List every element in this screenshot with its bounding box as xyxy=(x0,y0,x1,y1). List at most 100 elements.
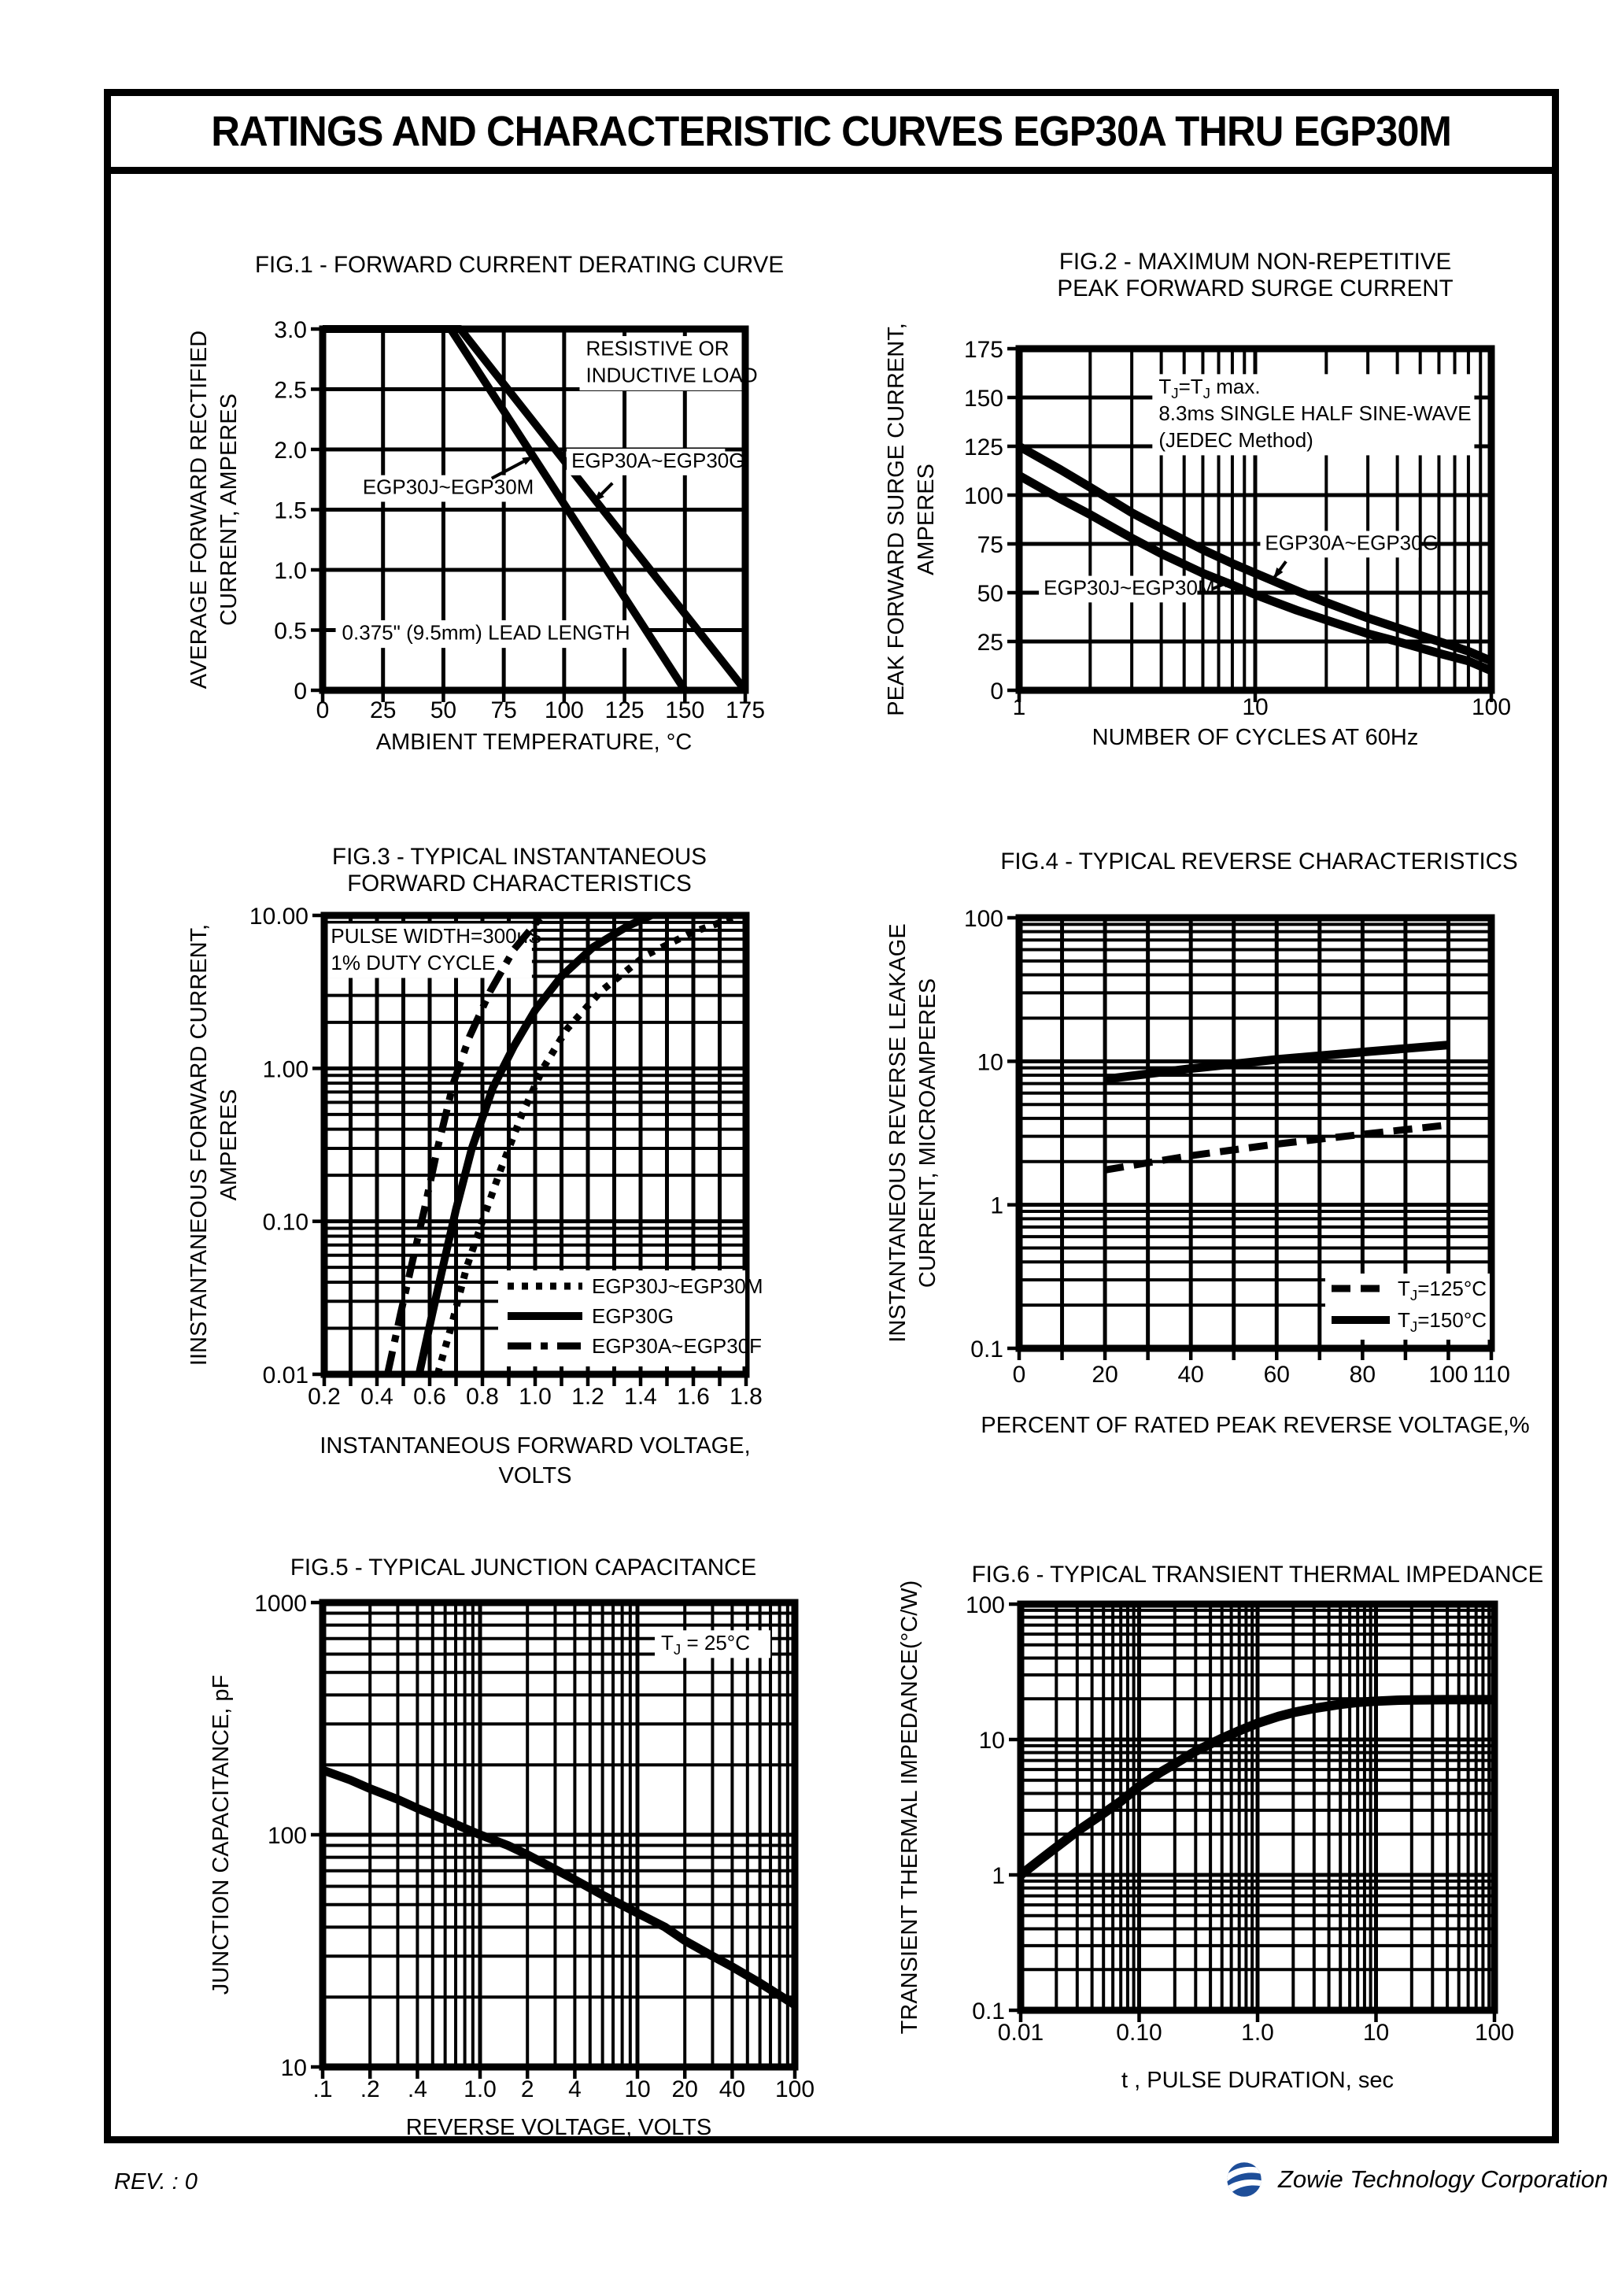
svg-text:AMPERES: AMPERES xyxy=(216,1089,242,1201)
svg-text:.2: .2 xyxy=(360,2076,380,2102)
svg-text:110: 110 xyxy=(1472,1362,1510,1388)
svg-text:TJ=TJ max.: TJ=TJ max. xyxy=(1158,375,1260,401)
fig3-tick-labels: 0.2 0.4 0.6 0.8 1.0 1.2 1.4 1.6 1.8 0.01 0.10 1.00 1… xyxy=(249,904,763,1410)
revision-label: REV. : 0 xyxy=(114,2169,198,2194)
svg-text:0.10: 0.10 xyxy=(1116,2020,1162,2046)
fig4-legend: TJ=125°C TJ=150°C xyxy=(1325,1274,1490,1340)
svg-text:0: 0 xyxy=(316,697,330,723)
svg-text:FIG.1 - FORWARD CURRENT DERATI: FIG.1 - FORWARD CURRENT DERATING CURVE xyxy=(255,252,784,278)
svg-text:0.01: 0.01 xyxy=(998,2020,1044,2046)
svg-text:EGP30J~EGP30M: EGP30J~EGP30M xyxy=(1044,575,1215,599)
fig4-chart: 0 20 40 60 80 100 1100.1110100TJ=125°CTJ=150°C… xyxy=(885,849,1530,1438)
svg-text:40: 40 xyxy=(719,2076,745,2102)
fig6-y-axis-label: TRANSIENT THERMAL IMPEDANCE(°C/W) xyxy=(897,1581,922,2035)
svg-text:INSTANTANEOUS FORWARD VOLTAGE,: INSTANTANEOUS FORWARD VOLTAGE, xyxy=(320,1433,750,1459)
svg-text:0.1: 0.1 xyxy=(970,1337,1003,1362)
svg-text:CURRENT, MICROAMPERES: CURRENT, MICROAMPERES xyxy=(915,978,940,1288)
svg-text:10: 10 xyxy=(281,2055,307,2081)
fig2-annotations: TJ=TJ max.8.3ms SINGLE HALF SINE-WAVE (JE… xyxy=(1152,374,1475,456)
fig4-title: FIG.4 - TYPICAL REVERSE CHARACTERISTICS xyxy=(1000,849,1517,874)
svg-text:1: 1 xyxy=(990,1193,1003,1219)
svg-text:3.0: 3.0 xyxy=(274,317,307,343)
svg-text:INSTANTANEOUS REVERSE LEAKAGE: INSTANTANEOUS REVERSE LEAKAGE xyxy=(885,923,911,1342)
fig5-tick-labels: .1 .2 .4 1.0 2 4 10 20 40 100 10 100 1000 xyxy=(254,1591,815,2102)
svg-text:1000: 1000 xyxy=(254,1591,307,1617)
svg-text:75: 75 xyxy=(977,532,1003,558)
fig6-series-zth xyxy=(1018,1695,1494,1879)
svg-text:150: 150 xyxy=(665,697,704,723)
fig1-chart: RESISTIVE OR INDUCTIVE LOAD 0.375" (9.5mm)… xyxy=(187,252,784,755)
fig1-ticks xyxy=(311,327,748,702)
fig4-plot-border xyxy=(1015,914,1495,1352)
fig5-annotations: TJ = 25°C xyxy=(655,1630,771,1658)
svg-text:10: 10 xyxy=(624,2076,650,2102)
svg-text:10: 10 xyxy=(1242,694,1268,720)
fig5-grid xyxy=(320,1600,797,2069)
svg-text:100: 100 xyxy=(964,906,1003,932)
fig1-y-axis-label: AVERAGE FORWARD RECTIFIED CURRENT, AMPERE… xyxy=(187,331,242,689)
svg-text:1% DUTY CYCLE: 1% DUTY CYCLE xyxy=(331,951,495,974)
svg-text:1.0: 1.0 xyxy=(519,1384,552,1410)
svg-text:0.8: 0.8 xyxy=(466,1384,499,1410)
fig5-y-axis-label: JUNCTION CAPACITANCE, pF xyxy=(209,1675,234,1995)
fig2-series-egp30a-egp30g xyxy=(1017,442,1494,665)
fig5-chart: TJ = 25°C .1 .2 .4 1.0 2 4 10 20 40 100 10 100 1000 FI… xyxy=(209,1555,815,2140)
svg-text:REVERSE VOLTAGE, VOLTS: REVERSE VOLTAGE, VOLTS xyxy=(406,2115,711,2140)
svg-text:TJ=125°C: TJ=125°C xyxy=(1398,1277,1487,1303)
svg-text:IINSTANTANEOUS FORWARD CURRENT: IINSTANTANEOUS FORWARD CURRENT, xyxy=(187,924,212,1366)
fig4-y-axis-label: INSTANTANEOUS REVERSE LEAKAGE CURRENT, MI… xyxy=(885,923,940,1342)
fig5-series-cj xyxy=(321,1765,797,2009)
svg-text:0.01: 0.01 xyxy=(263,1362,308,1388)
svg-text:0.4: 0.4 xyxy=(360,1384,393,1410)
svg-text:0.1: 0.1 xyxy=(972,1998,1005,2024)
svg-text:4: 4 xyxy=(568,2076,582,2102)
fig4-ticks xyxy=(1007,915,1494,1360)
fig2-y-axis-label: PEAK FORWARD SURGE CURRENT, AMPERES xyxy=(884,323,939,716)
svg-text:50: 50 xyxy=(430,697,456,723)
svg-text:EGP30J~EGP30M: EGP30J~EGP30M xyxy=(592,1274,763,1298)
svg-text:PERCENT OF RATED PEAK REVERSE: PERCENT OF RATED PEAK REVERSE VOLTAGE,% xyxy=(981,1413,1529,1438)
fig4-x-axis-label: PERCENT OF RATED PEAK REVERSE VOLTAGE,% xyxy=(981,1413,1529,1438)
svg-text:TJ = 25°C: TJ = 25°C xyxy=(661,1631,750,1658)
svg-text:25: 25 xyxy=(977,630,1003,656)
svg-text:t , PULSE DURATION, sec: t , PULSE DURATION, sec xyxy=(1121,2068,1394,2093)
svg-text:100: 100 xyxy=(964,483,1003,509)
fig5-title: FIG.5 - TYPICAL JUNCTION CAPACITANCE xyxy=(290,1555,756,1581)
svg-text:JUNCTION CAPACITANCE, pF: JUNCTION CAPACITANCE, pF xyxy=(209,1675,234,1995)
fig2-ticks xyxy=(1007,346,1494,702)
fig1-x-axis-label: AMBIENT TEMPERATURE, °C xyxy=(376,730,693,755)
svg-text:10.00: 10.00 xyxy=(249,904,308,930)
svg-text:NUMBER OF CYCLES AT 60Hz: NUMBER OF CYCLES AT 60Hz xyxy=(1092,725,1419,750)
fig3-series-egp30j-egp30m xyxy=(434,911,742,1376)
svg-text:CURRENT, AMPERES: CURRENT, AMPERES xyxy=(216,394,242,626)
fig6-x-axis-label: t , PULSE DURATION, sec xyxy=(1121,2068,1394,2093)
svg-text:40: 40 xyxy=(1177,1362,1203,1388)
svg-text:2.0: 2.0 xyxy=(274,438,307,464)
svg-text:1.5: 1.5 xyxy=(274,498,307,524)
fig3-series-egp30a-egp30f xyxy=(384,912,546,1375)
company-brand: Zowie Technology Corporation xyxy=(1221,2157,1608,2202)
svg-text:INDUCTIVE LOAD: INDUCTIVE LOAD xyxy=(586,364,757,387)
svg-text:100: 100 xyxy=(1475,2020,1514,2046)
fig6-title: FIG.6 - TYPICAL TRANSIENT THERMAL IMPEDA… xyxy=(972,1562,1544,1588)
svg-text:.1: .1 xyxy=(312,2076,332,2102)
svg-text:0: 0 xyxy=(294,678,307,704)
svg-text:.4: .4 xyxy=(408,2076,427,2102)
svg-text:1.6: 1.6 xyxy=(677,1384,710,1410)
svg-text:50: 50 xyxy=(977,581,1003,607)
svg-text:1.00: 1.00 xyxy=(263,1056,308,1082)
svg-text:1.8: 1.8 xyxy=(730,1384,763,1410)
fig1-title: FIG.1 - FORWARD CURRENT DERATING CURVE xyxy=(255,252,784,278)
svg-text:FIG.4 - TYPICAL REVERSE CHARAC: FIG.4 - TYPICAL REVERSE CHARACTERISTICS xyxy=(1000,849,1517,874)
svg-text:2.5: 2.5 xyxy=(274,378,307,404)
fig1-series-egp30a-egp30g xyxy=(323,325,748,693)
fig2-series-egp30j-egp30m xyxy=(1017,471,1494,675)
fig5-x-axis-label: REVERSE VOLTAGE, VOLTS xyxy=(406,2115,711,2140)
svg-text:1: 1 xyxy=(1013,694,1026,720)
svg-text:8.3ms SINGLE HALF SINE-WAVE: 8.3ms SINGLE HALF SINE-WAVE xyxy=(1158,401,1471,425)
svg-text:EGP30A~EGP30F: EGP30A~EGP30F xyxy=(592,1334,762,1358)
svg-text:EGP30A~EGP30G: EGP30A~EGP30G xyxy=(571,449,744,472)
